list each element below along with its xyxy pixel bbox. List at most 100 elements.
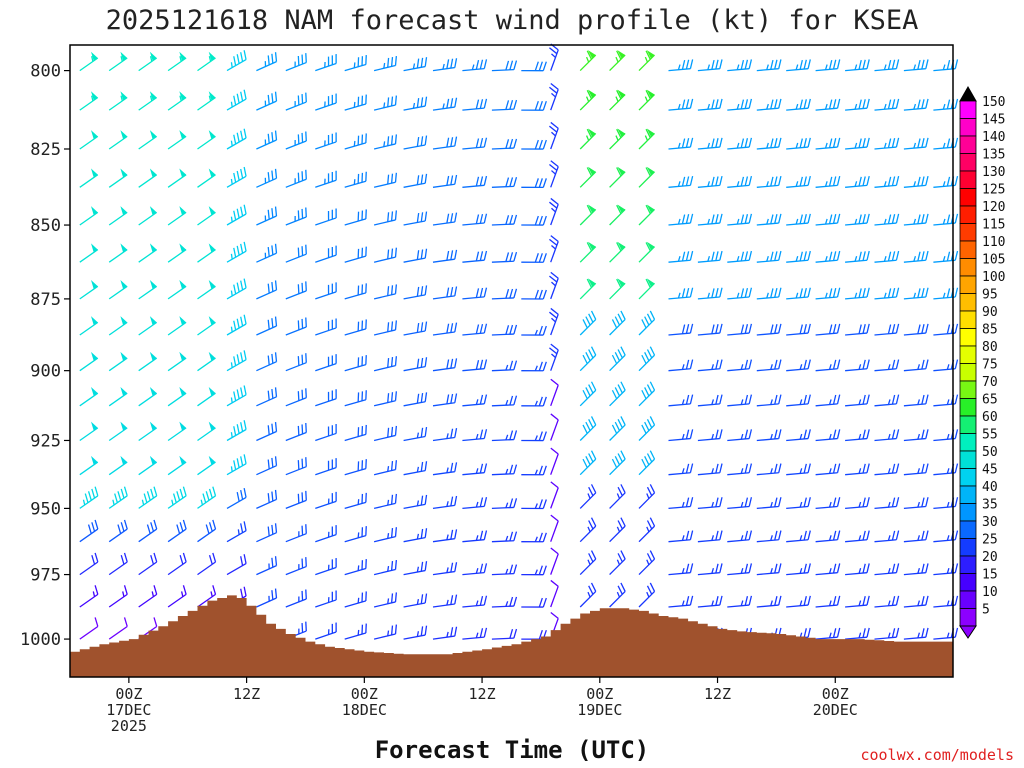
wind-barb [697, 287, 723, 300]
wind-barb [226, 166, 247, 188]
wind-barb [167, 51, 187, 72]
wind-barb [403, 285, 428, 300]
colorbar-label: 5 [982, 603, 990, 618]
wind-barb [491, 531, 518, 543]
wind-barb [138, 280, 158, 300]
x-tick-label: 19DEC [577, 701, 622, 719]
wind-barb [549, 307, 559, 336]
wind-barb [579, 278, 597, 300]
wind-barb [638, 310, 656, 336]
wind-barb [344, 319, 367, 336]
wind-barb [403, 461, 428, 476]
plot-frame [69, 44, 954, 678]
wind-barb [815, 59, 841, 72]
wind-barb [108, 51, 128, 72]
wind-barb [167, 130, 187, 150]
colorbar-segment [959, 450, 977, 469]
credit-text: coolwx.com/models [860, 746, 1014, 764]
wind-barb [344, 559, 367, 576]
wind-barb [432, 249, 458, 263]
colorbar-segment [959, 188, 977, 207]
wind-barb [727, 137, 753, 150]
wind-barb [756, 59, 782, 72]
wind-barb [756, 394, 782, 407]
wind-barb [609, 416, 626, 441]
wind-barb [373, 247, 398, 263]
wind-barb [167, 206, 187, 226]
wind-barb [462, 627, 488, 640]
wind-barb [874, 250, 900, 263]
wind-barb [167, 316, 187, 336]
wind-barb [668, 287, 694, 300]
x-axis-title: Forecast Time (UTC) [375, 736, 650, 764]
colorbar-label: 15 [982, 568, 998, 583]
colorbar: 1501451401351301251201151101051009590858… [959, 85, 1005, 639]
y-tick-label: 800 [30, 62, 61, 82]
wind-barb [668, 394, 694, 407]
wind-barb [167, 421, 187, 442]
wind-barb [315, 132, 337, 150]
wind-barb [727, 463, 753, 476]
wind-barb [786, 59, 811, 72]
wind-barb [638, 89, 656, 111]
wind-barb [403, 135, 428, 150]
wind-barb [108, 421, 128, 442]
wind-barb [79, 130, 99, 150]
colorbar-segment [959, 573, 977, 592]
wind-barb [373, 624, 398, 640]
wind-barb [638, 241, 656, 263]
wind-barb [874, 627, 900, 640]
wind-barb [432, 529, 458, 543]
colorbar-segment [959, 363, 977, 382]
wind-barb [285, 457, 307, 476]
wind-barb [549, 271, 559, 300]
wind-barb [579, 346, 597, 372]
wind-barb [256, 130, 278, 150]
wind-barb [874, 530, 900, 543]
wind-barb [138, 91, 158, 111]
wind-barb [432, 174, 458, 188]
wind-barb [108, 243, 128, 263]
wind-barb [79, 316, 99, 336]
wind-barb [521, 253, 547, 263]
wind-barb [903, 627, 929, 640]
wind-barb [138, 316, 158, 336]
wind-barb [344, 209, 367, 226]
wind-barb [344, 246, 367, 263]
wind-barb [373, 493, 398, 510]
x-tick-label: 00Z [822, 685, 849, 703]
wind-barb [638, 204, 656, 226]
wind-barb [668, 176, 694, 188]
wind-barb [609, 550, 626, 576]
wind-barb [845, 176, 870, 188]
wind-barb [697, 530, 723, 543]
wind-barb [197, 206, 216, 226]
colorbar-label: 135 [982, 148, 1005, 163]
wind-barb [167, 243, 187, 263]
colorbar-label: 35 [982, 498, 998, 513]
wind-barb [668, 595, 694, 608]
wind-barb [226, 350, 247, 372]
wind-barb [727, 429, 753, 442]
wind-barb [226, 241, 247, 263]
wind-barb [197, 486, 217, 509]
wind-barb [167, 91, 187, 111]
wind-barb [521, 361, 547, 372]
wind-barb [197, 585, 217, 608]
wind-barb [462, 59, 488, 72]
wind-barb [845, 627, 870, 640]
wind-barb [373, 527, 398, 543]
wind-barb [432, 97, 458, 111]
colorbar-label: 80 [982, 340, 998, 355]
wind-barb [108, 386, 128, 407]
wind-barb [668, 59, 694, 72]
wind-barb [373, 425, 398, 442]
wind-barb [197, 51, 216, 72]
wind-barb [462, 595, 488, 608]
colorbar-segment [959, 100, 977, 119]
wind-barb [815, 137, 841, 150]
wind-barb [786, 287, 811, 300]
wind-barb [79, 386, 99, 407]
wind-barb [197, 519, 217, 543]
wind-barb [138, 243, 158, 263]
